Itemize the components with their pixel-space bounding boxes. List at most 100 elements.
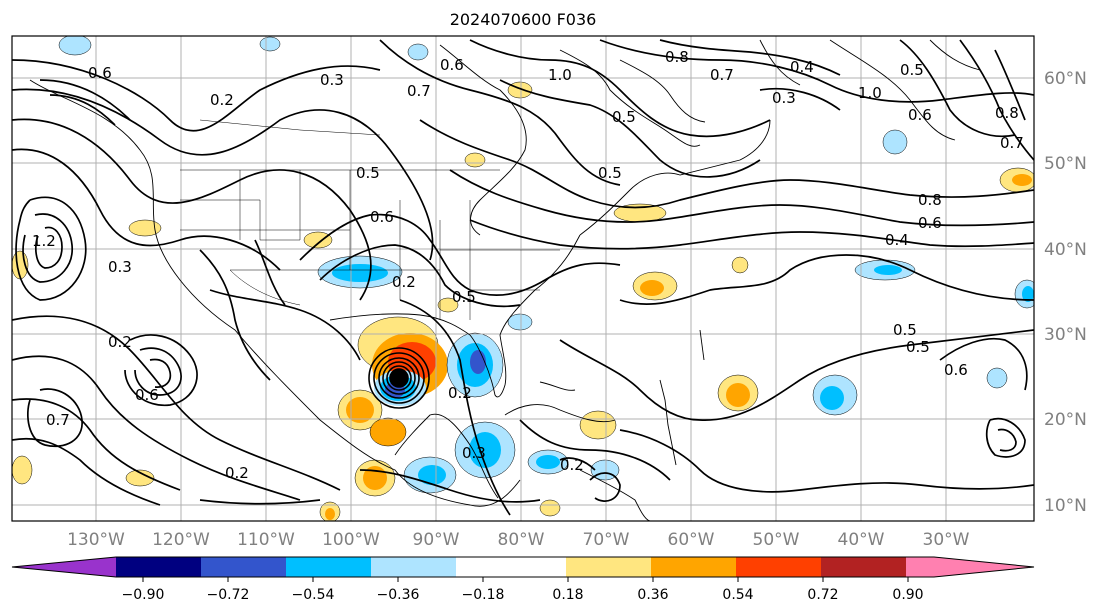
contour-line <box>619 429 1034 493</box>
contour-label: 0.2 <box>210 91 234 109</box>
contour-label: 0.6 <box>88 64 112 82</box>
shade-blob <box>640 280 664 296</box>
contour-line <box>589 472 621 502</box>
contour-label: 0.7 <box>407 82 431 100</box>
cyclone-contours <box>368 347 430 409</box>
contour-label: 0.2 <box>392 273 416 291</box>
contour-label: 0.6 <box>370 208 394 226</box>
colorbar-segment <box>821 557 906 577</box>
shade-blob <box>325 508 335 520</box>
figure-title: 2024070600 F036 <box>450 10 597 29</box>
contour-line <box>519 419 671 481</box>
contour-label: 0.6 <box>440 56 464 74</box>
contour-label: 0.2 <box>560 456 584 474</box>
longitude-label: 50°W <box>753 530 800 550</box>
coastline-path <box>929 39 981 71</box>
map-frame <box>11 35 1035 522</box>
coastline-path <box>579 469 651 521</box>
contour-line <box>359 469 541 503</box>
contour-line <box>619 254 1034 305</box>
shade-blob <box>731 256 749 274</box>
colorbar-segment <box>651 557 736 577</box>
contour-line <box>12 148 281 271</box>
contour-line <box>26 388 83 448</box>
contour-line <box>299 213 621 296</box>
contour-label: 0.6 <box>944 361 968 379</box>
coastline-path <box>394 413 499 499</box>
colorbar-tick-label: −0.18 <box>462 587 505 603</box>
contour-label: 0.5 <box>906 338 930 356</box>
colorbar-max-extend <box>934 557 1034 577</box>
shade-blob <box>536 455 560 469</box>
contour-line <box>399 299 511 516</box>
map-panel: 0.6 0.3 0.2 0.7 0.6 1.0 0.8 0.7 0.4 1.0 … <box>11 35 1035 522</box>
colorbar-segment <box>371 557 456 577</box>
cyclone-ring <box>382 361 416 395</box>
contour-line <box>12 398 181 491</box>
shade-blob <box>1012 174 1032 186</box>
coastline-path <box>829 39 956 141</box>
longitude-label: 70°W <box>583 530 630 550</box>
longitude-label: 80°W <box>498 530 545 550</box>
contour-line <box>899 39 1016 138</box>
longitude-label: 40°W <box>838 530 885 550</box>
contour-line <box>997 428 1017 452</box>
coastline-path <box>29 79 521 507</box>
colorbar-tick-label: −0.36 <box>377 587 420 603</box>
contour-line <box>22 213 73 283</box>
contour-line <box>469 39 771 138</box>
contour-line <box>419 119 1034 209</box>
contour-line <box>15 196 87 301</box>
contour-label: 0.2 <box>108 333 132 351</box>
contour-line <box>12 59 381 132</box>
contour-line <box>134 347 182 396</box>
colorbar-min-extend <box>12 557 116 577</box>
shade-blob <box>1022 286 1034 302</box>
contour-label: 0.6 <box>135 386 159 404</box>
latitude-label: 20°N <box>1044 410 1087 430</box>
contour-line <box>49 94 116 126</box>
contour-line <box>559 329 1034 421</box>
contour-lines <box>12 39 1034 516</box>
colorbar-tick-label: 0.18 <box>552 587 583 603</box>
border-path <box>180 199 300 241</box>
contour-line <box>985 417 1026 458</box>
contour-line <box>209 289 361 361</box>
colorbar-segment <box>736 557 821 577</box>
contour-line <box>994 49 1026 121</box>
map-background <box>12 36 1034 521</box>
shade-blob <box>128 219 162 237</box>
contour-line <box>379 39 621 186</box>
map-graticule <box>12 36 1034 521</box>
latitude-label: 40°N <box>1044 240 1087 260</box>
cyclone-ring <box>378 357 420 399</box>
contour-line <box>12 118 372 301</box>
shade-blob <box>259 36 281 52</box>
shade-blob <box>437 297 459 313</box>
contour-line <box>499 79 761 178</box>
contour-line <box>959 39 1034 161</box>
contour-label-group: 0.6 0.3 0.2 0.7 0.6 1.0 0.8 0.7 0.4 1.0 … <box>32 48 1024 482</box>
contour-label: 0.5 <box>900 61 924 79</box>
contour-label: 1.0 <box>858 84 882 102</box>
colorbar-segment <box>116 557 201 577</box>
border-path <box>229 269 301 306</box>
contour-line <box>199 499 321 505</box>
contour-line <box>12 88 434 261</box>
shade-blob <box>369 417 407 447</box>
shade-blob <box>418 465 446 485</box>
contour-label: 0.3 <box>320 71 344 89</box>
longitude-label: 90°W <box>413 530 460 550</box>
contour-line <box>124 334 198 407</box>
contour-line <box>759 87 841 111</box>
contour-line <box>149 358 172 388</box>
contour-line <box>599 39 1034 103</box>
longitude-label: 120°W <box>152 530 210 550</box>
contour-label: 0.3 <box>108 258 132 276</box>
latitude-label: 50°N <box>1044 154 1087 174</box>
shade-blob <box>726 383 750 407</box>
contour-label: 0.5 <box>612 108 636 126</box>
shade-blob <box>470 350 486 374</box>
latitude-axis: 60°N 50°N 40°N 30°N 20°N 10°N <box>1044 69 1087 516</box>
